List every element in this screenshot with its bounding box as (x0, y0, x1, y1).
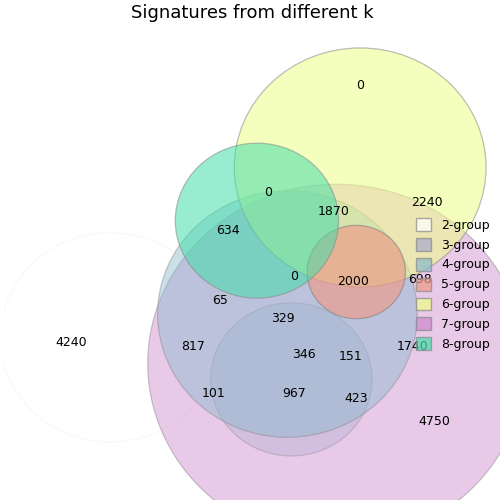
Text: 4240: 4240 (55, 336, 87, 349)
Text: 423: 423 (344, 392, 368, 405)
Title: Signatures from different k: Signatures from different k (131, 4, 373, 22)
Text: 817: 817 (181, 340, 205, 353)
Text: 4750: 4750 (418, 415, 450, 428)
Circle shape (307, 225, 405, 319)
Text: 101: 101 (202, 387, 225, 400)
Text: 1740: 1740 (397, 340, 428, 353)
Text: 0: 0 (356, 79, 364, 92)
Circle shape (234, 48, 486, 287)
Text: 329: 329 (271, 312, 294, 325)
Text: 634: 634 (217, 223, 240, 236)
Text: 151: 151 (339, 350, 362, 362)
Text: 346: 346 (292, 348, 316, 361)
Text: 2240: 2240 (411, 196, 443, 209)
Circle shape (158, 191, 417, 437)
Text: 967: 967 (282, 387, 306, 400)
Circle shape (211, 303, 372, 456)
Circle shape (175, 143, 339, 298)
Legend: 2-group, 3-group, 4-group, 5-group, 6-group, 7-group, 8-group: 2-group, 3-group, 4-group, 5-group, 6-gr… (412, 214, 493, 355)
Circle shape (0, 233, 221, 442)
Text: 698: 698 (408, 273, 432, 286)
Text: 1870: 1870 (318, 205, 350, 218)
Text: 0: 0 (290, 270, 298, 283)
Text: 65: 65 (213, 293, 228, 306)
Circle shape (148, 184, 504, 504)
Text: 2000: 2000 (337, 275, 369, 288)
Text: 0: 0 (264, 186, 272, 199)
